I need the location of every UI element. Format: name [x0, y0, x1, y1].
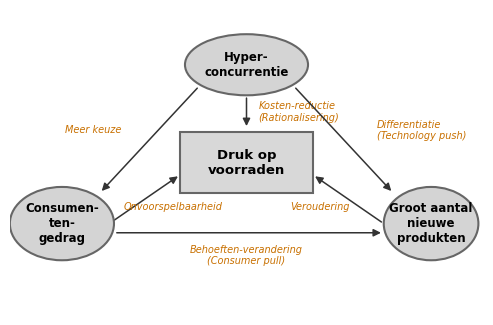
- Text: Hyper-
concurrentie: Hyper- concurrentie: [204, 51, 289, 79]
- Text: Meer keuze: Meer keuze: [65, 125, 121, 136]
- Text: Druk op
voorraden: Druk op voorraden: [208, 149, 285, 176]
- Text: Consumen-
ten-
gedrag: Consumen- ten- gedrag: [25, 202, 99, 245]
- Ellipse shape: [10, 187, 114, 260]
- Ellipse shape: [384, 187, 478, 260]
- Text: Kosten-reductie
(Rationalisering): Kosten-reductie (Rationalisering): [258, 101, 339, 123]
- Text: Groot aantal
nieuwe
produkten: Groot aantal nieuwe produkten: [389, 202, 473, 245]
- Text: Behoeften-verandering
(Consumer pull): Behoeften-verandering (Consumer pull): [190, 245, 303, 266]
- Text: Differentiatie
(Technology push): Differentiatie (Technology push): [377, 120, 466, 141]
- FancyBboxPatch shape: [180, 132, 313, 193]
- Text: Onvoorspelbaarheid: Onvoorspelbaarheid: [124, 202, 223, 212]
- Ellipse shape: [185, 34, 308, 95]
- Text: Veroudering: Veroudering: [290, 202, 350, 212]
